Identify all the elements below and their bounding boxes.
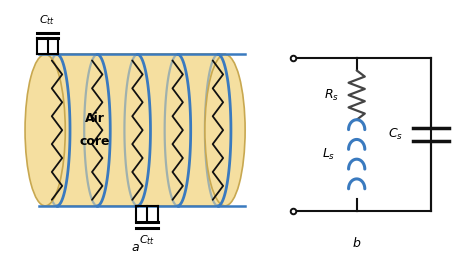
Text: $L_s$: $L_s$ <box>322 147 336 162</box>
Text: $C_{tt}$: $C_{tt}$ <box>139 233 155 247</box>
Text: $C_{tt}$: $C_{tt}$ <box>39 13 55 27</box>
Text: a: a <box>131 241 139 254</box>
Text: b: b <box>353 236 361 250</box>
Text: core: core <box>79 135 110 149</box>
Ellipse shape <box>205 55 245 206</box>
Text: $C_s$: $C_s$ <box>388 127 402 142</box>
Ellipse shape <box>25 55 65 206</box>
Text: Air: Air <box>85 112 105 125</box>
Polygon shape <box>45 55 225 206</box>
Text: $R_s$: $R_s$ <box>324 87 338 103</box>
